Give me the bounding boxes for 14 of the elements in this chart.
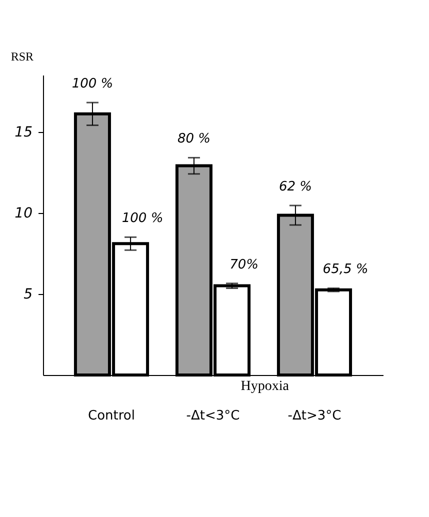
- y-tick-label: 10: [14, 205, 33, 222]
- y-axis-title: RSR: [10, 50, 34, 64]
- x-tick-label: -Δt<3°C: [186, 408, 240, 424]
- x-tick-label: Control: [88, 408, 136, 424]
- annotation: 100 %: [122, 211, 164, 226]
- annotation: 65,5 %: [322, 262, 368, 278]
- text: Hypoxia: [240, 379, 290, 394]
- annotation: 80 %: [177, 132, 210, 147]
- annotation: 62 %: [278, 180, 312, 195]
- annotation: 70%: [230, 257, 258, 272]
- annotation: 100 %: [72, 76, 114, 92]
- y-tick-label: 15: [14, 124, 33, 140]
- x-tick-label: -Δt>3°C: [288, 408, 342, 424]
- y-tick-label: 5: [24, 286, 33, 302]
